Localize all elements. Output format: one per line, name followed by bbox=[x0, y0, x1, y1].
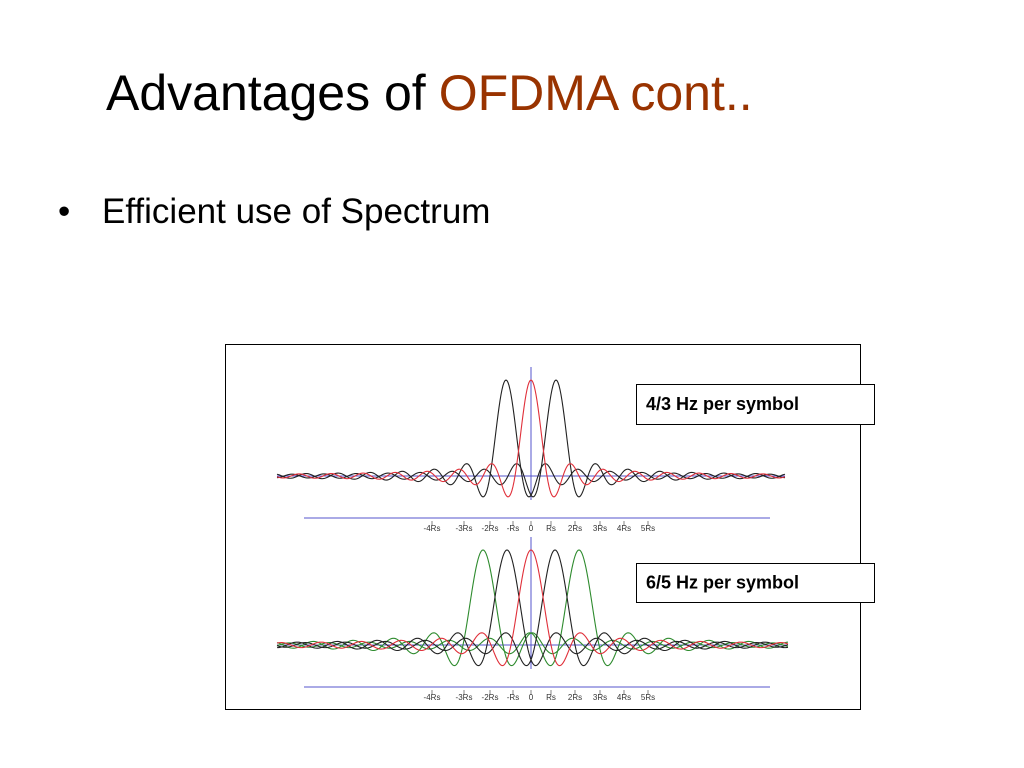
axis-label: 2Rs bbox=[568, 693, 582, 702]
label-box bbox=[636, 384, 875, 425]
axis-label: 0 bbox=[529, 524, 534, 533]
subcarrier-curve bbox=[276, 549, 789, 667]
title-text: Advantages of bbox=[106, 65, 426, 121]
axis-label: -Rs bbox=[507, 524, 519, 533]
slide-title: Advantages of OFDMA cont.. bbox=[106, 64, 753, 122]
subcarrier-curve bbox=[276, 379, 786, 498]
axis-label: 3Rs bbox=[593, 524, 607, 533]
axis-label: 0 bbox=[529, 693, 534, 702]
label-box bbox=[636, 563, 875, 603]
axis-label: -Rs bbox=[507, 693, 519, 702]
subcarrier-curve bbox=[276, 379, 786, 498]
panel-label: 4/3 Hz per symbol bbox=[646, 394, 799, 414]
bullet-item: • Efficient use of Spectrum bbox=[58, 192, 490, 232]
axis-label: -2Rs bbox=[482, 693, 499, 702]
subcarrier-curve bbox=[276, 549, 789, 667]
subcarrier-curve bbox=[276, 549, 789, 667]
axis-label: Rs bbox=[546, 693, 556, 702]
axis-label: 4Rs bbox=[617, 693, 631, 702]
subcarrier-curve bbox=[276, 549, 789, 667]
axis-label: 2Rs bbox=[568, 524, 582, 533]
axis-label: -3Rs bbox=[456, 693, 473, 702]
axis-label: 4Rs bbox=[617, 524, 631, 533]
axis-label: -2Rs bbox=[482, 524, 499, 533]
bullet-dot: • bbox=[58, 192, 71, 231]
bullet-text: Efficient use of Spectrum bbox=[102, 192, 491, 231]
panel-label: 6/5 Hz per symbol bbox=[646, 573, 799, 593]
axis-label: 5Rs bbox=[641, 524, 655, 533]
axis-label: -4Rs bbox=[424, 524, 441, 533]
axis-label: 3Rs bbox=[593, 693, 607, 702]
axis-label: Rs bbox=[546, 524, 556, 533]
axis-label: -4Rs bbox=[424, 693, 441, 702]
axis-label: -3Rs bbox=[456, 524, 473, 533]
title-highlight: OFDMA cont.. bbox=[438, 65, 753, 121]
axis-label: 5Rs bbox=[641, 693, 655, 702]
